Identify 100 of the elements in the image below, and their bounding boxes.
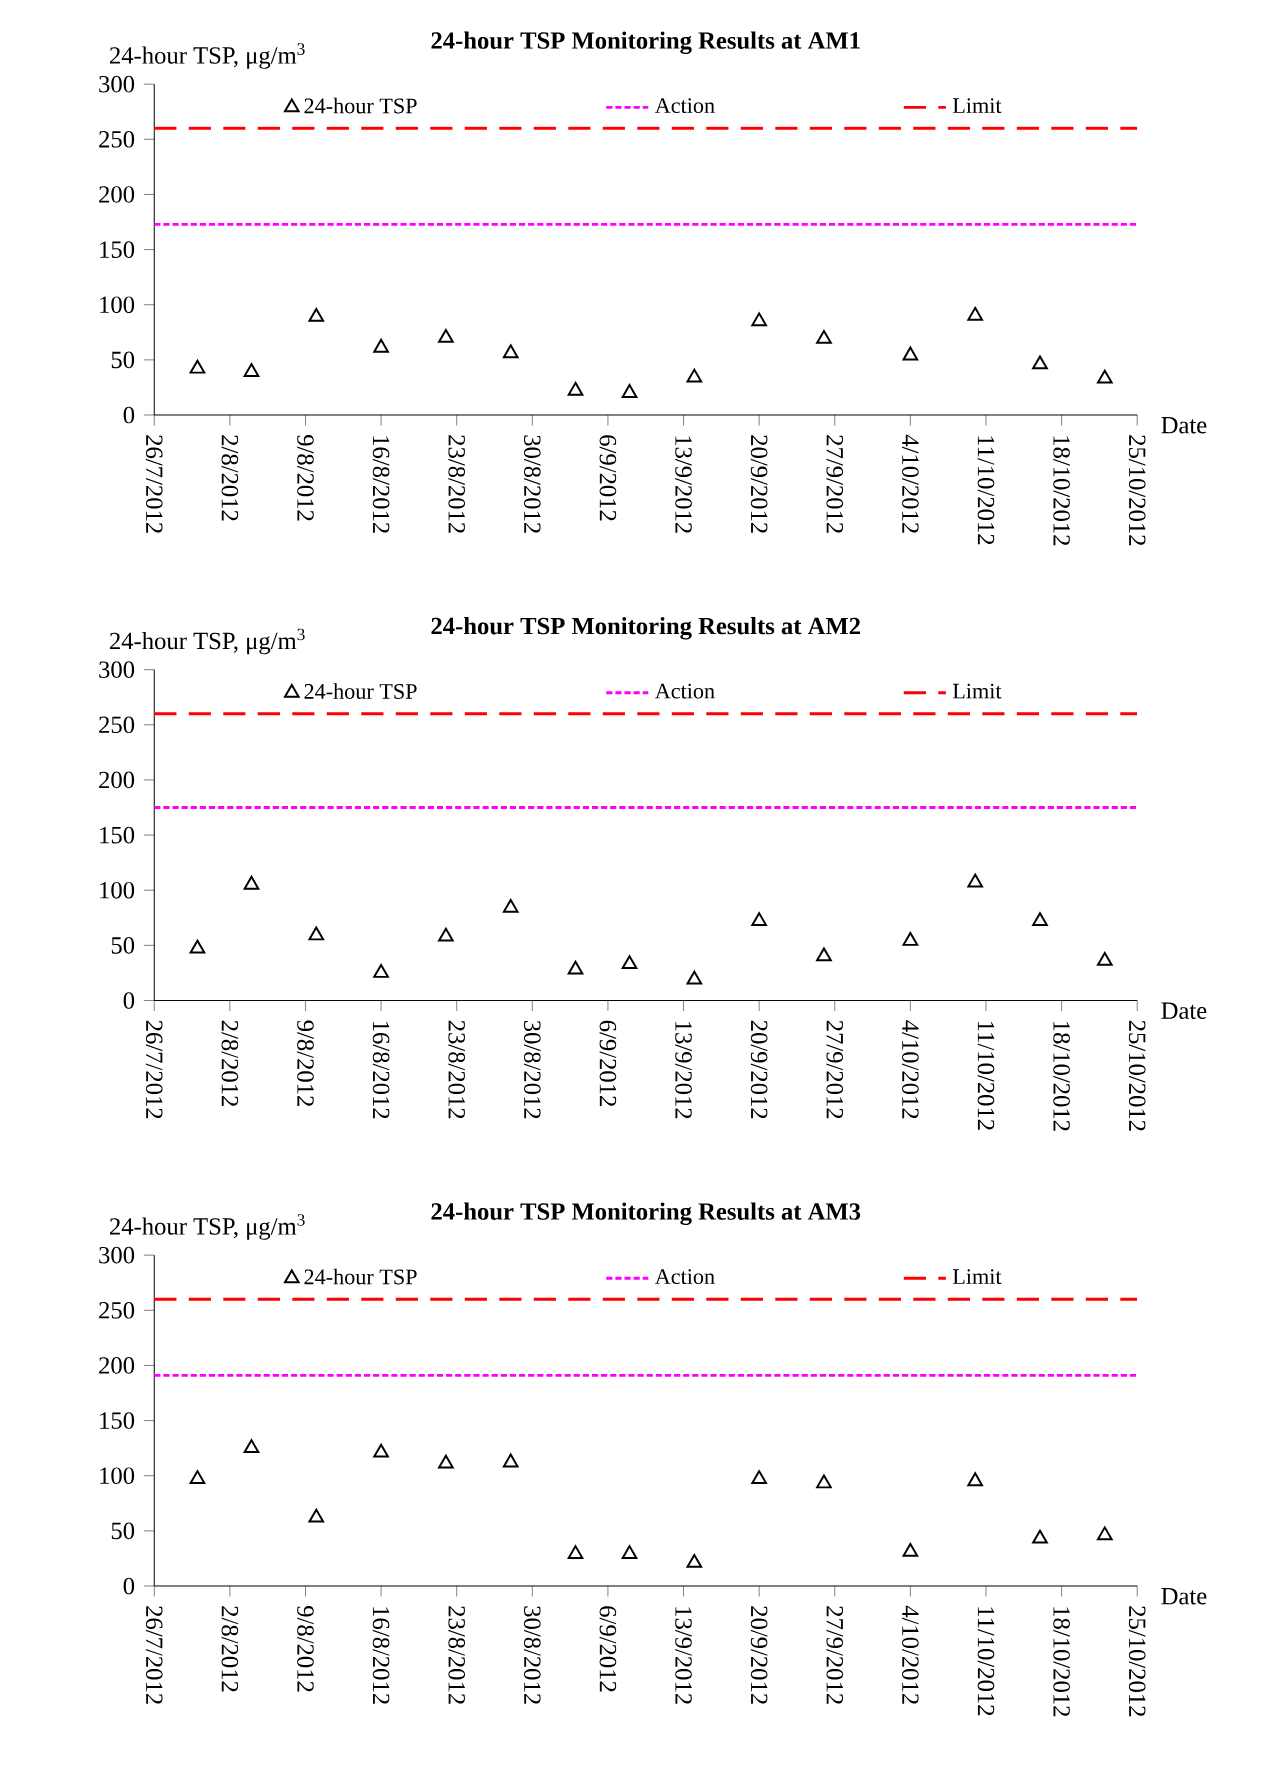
- x-tick-label: 4/10/2012: [901, 434, 919, 533]
- x-tick-label: 18/10/2012: [1053, 1607, 1070, 1717]
- y-axis-title: 24-hour TSP, μg/m$^{3}$: [109, 43, 305, 69]
- point: [902, 1542, 919, 1557]
- point: [967, 873, 983, 888]
- y-tick-label: 50: [111, 1522, 135, 1540]
- x-axis-title: Date: [1161, 1002, 1207, 1019]
- point: [243, 363, 260, 377]
- legend-label: Limit: [952, 683, 1002, 699]
- point: [438, 927, 454, 942]
- point: [189, 1470, 206, 1484]
- x-tick-label: 16/8/2012: [372, 1021, 390, 1119]
- legend-label: 24-hour TSP: [304, 97, 417, 114]
- x-tick-label: 23/8/2012: [448, 1020, 465, 1119]
- point: [189, 939, 206, 954]
- point: [686, 1553, 703, 1568]
- x-tick-label: 11/10/2012: [977, 1021, 995, 1130]
- x-tick-label: 6/9/2012: [599, 1606, 617, 1692]
- y-tick-label: 300: [99, 75, 135, 93]
- y-tick-label: 300: [99, 661, 135, 678]
- y-tick-label: 100: [100, 881, 135, 899]
- point: [567, 1545, 584, 1559]
- x-axis-title: Date: [1161, 1588, 1207, 1605]
- point: [308, 1508, 325, 1523]
- legend-label: 24-hour TSP: [304, 683, 417, 699]
- x-tick-label: 4/10/2012: [901, 1020, 919, 1119]
- point: [967, 1472, 983, 1487]
- x-tick-label: 23/8/2012: [448, 1606, 465, 1704]
- point: [243, 875, 260, 890]
- y-tick-label: 150: [100, 241, 135, 258]
- x-tick-label: 30/8/2012: [523, 1020, 541, 1119]
- chart-title: 24-hour TSP Monitoring Results at AM1: [431, 31, 860, 55]
- x-tick-label: 16/8/2012: [372, 1607, 390, 1704]
- y-tick-label: 200: [99, 771, 135, 789]
- x-tick-label: 2/8/2012: [221, 1020, 239, 1106]
- point: [438, 328, 454, 343]
- point: [502, 1453, 519, 1468]
- point: [751, 912, 767, 927]
- x-tick-label: 27/9/2012: [826, 1020, 843, 1119]
- point: [902, 932, 919, 946]
- point: [1096, 369, 1113, 384]
- x-tick-label: 18/10/2012: [1053, 436, 1070, 546]
- x-tick-label: 20/9/2012: [750, 1020, 768, 1119]
- x-tick-label: 11/10/2012: [977, 1607, 995, 1716]
- point: [621, 384, 638, 398]
- x-tick-label: 6/9/2012: [599, 435, 617, 521]
- y-tick-label: 0: [123, 1577, 135, 1595]
- x-tick-label: 9/8/2012: [297, 1020, 314, 1106]
- point: [567, 960, 584, 975]
- point: [189, 359, 206, 374]
- point: [502, 898, 519, 913]
- point: [502, 344, 519, 359]
- x-tick-label: 25/10/2012: [1128, 1020, 1146, 1131]
- point: [1032, 1529, 1048, 1544]
- x-tick-label: 2/8/2012: [221, 435, 239, 521]
- x-tick-label: 13/9/2012: [675, 1607, 692, 1704]
- x-tick-label: 9/8/2012: [297, 1606, 314, 1692]
- point: [621, 955, 638, 970]
- point: [1096, 951, 1113, 966]
- x-tick-label: 27/9/2012: [826, 435, 843, 533]
- x-tick-label: 4/10/2012: [901, 1605, 919, 1704]
- x-tick-label: 26/7/2012: [145, 1606, 163, 1704]
- point: [1096, 1526, 1113, 1541]
- x-tick-label: 18/10/2012: [1053, 1021, 1070, 1131]
- y-tick-label: 300: [99, 1246, 135, 1264]
- y-tick-label: 100: [100, 296, 135, 314]
- legend-label: Action: [654, 98, 715, 114]
- legend-label: 24-hour TSP: [304, 1268, 417, 1285]
- point: [686, 970, 703, 985]
- legend-label: Limit: [952, 98, 1002, 114]
- y-tick-label: 250: [99, 716, 135, 734]
- x-tick-label: 30/8/2012: [523, 435, 541, 533]
- x-tick-label: 2/8/2012: [221, 1606, 239, 1692]
- y-axis-title: 24-hour TSP, μg/m$^{3}$: [109, 628, 305, 655]
- x-tick-label: 23/8/2012: [448, 435, 465, 533]
- x-tick-label: 20/9/2012: [750, 435, 768, 533]
- point: [567, 381, 584, 396]
- point: [621, 1545, 638, 1559]
- x-tick-label: 11/10/2012: [977, 436, 995, 545]
- point: [308, 307, 325, 322]
- point: [1032, 355, 1048, 370]
- x-tick-label: 25/10/2012: [1128, 1606, 1146, 1717]
- point: [243, 1439, 260, 1454]
- x-tick-label: 27/9/2012: [826, 1606, 843, 1704]
- point: [438, 1454, 454, 1469]
- x-tick-label: 20/9/2012: [750, 1606, 768, 1704]
- y-tick-label: 150: [100, 1412, 135, 1429]
- x-tick-label: 9/8/2012: [297, 435, 314, 521]
- legend-label: Limit: [952, 1269, 1002, 1285]
- x-tick-label: 25/10/2012: [1128, 435, 1146, 546]
- x-axis-title: Date: [1161, 417, 1207, 434]
- x-tick-label: 13/9/2012: [675, 1021, 692, 1119]
- point: [816, 1474, 832, 1489]
- legend-label: Action: [654, 1269, 715, 1285]
- point: [816, 330, 832, 344]
- x-tick-label: 26/7/2012: [145, 1020, 163, 1119]
- y-tick-label: 200: [99, 1357, 135, 1374]
- point: [902, 346, 919, 361]
- x-tick-label: 30/8/2012: [523, 1606, 541, 1704]
- x-tick-label: 6/9/2012: [599, 1020, 617, 1106]
